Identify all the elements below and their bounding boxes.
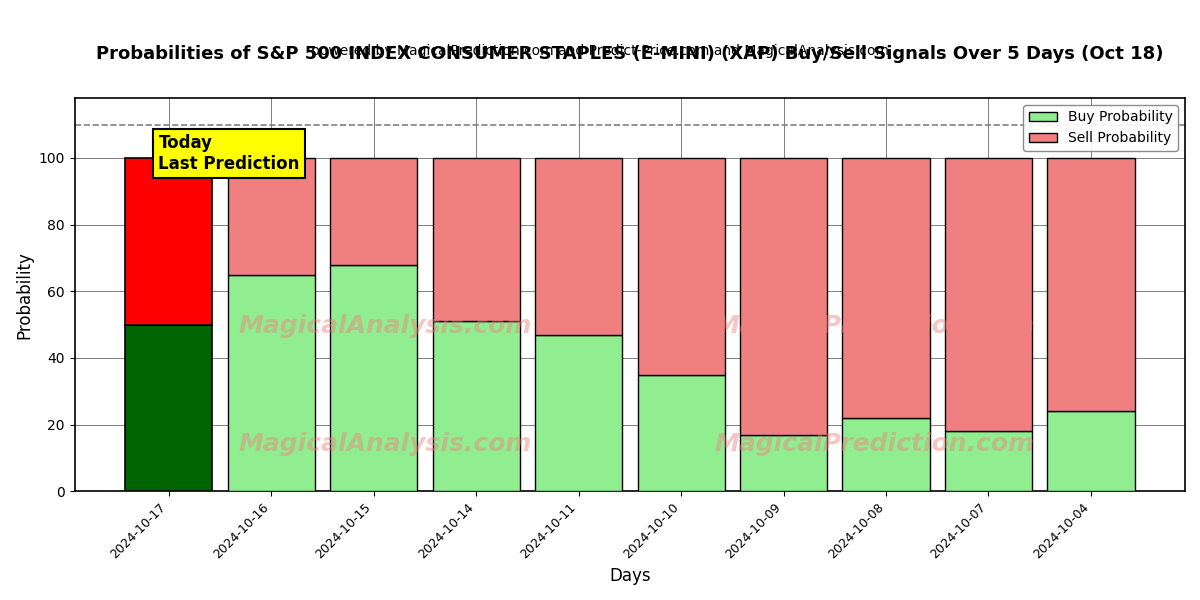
- Bar: [740, 434, 827, 491]
- Y-axis label: Probability: Probability: [16, 251, 34, 338]
- Text: powered by MagicalPrediction.com and Predict-Price.com and MagicalAnalysis.com: powered by MagicalPrediction.com and Pre…: [311, 44, 889, 58]
- Bar: [637, 158, 725, 374]
- Bar: [228, 275, 314, 491]
- Bar: [842, 158, 930, 418]
- Text: MagicalPrediction.com: MagicalPrediction.com: [714, 432, 1034, 456]
- Bar: [637, 374, 725, 491]
- Bar: [1048, 158, 1134, 411]
- Bar: [432, 321, 520, 491]
- Bar: [842, 418, 930, 491]
- Bar: [1048, 411, 1134, 491]
- Text: MagicalAnalysis.com: MagicalAnalysis.com: [239, 432, 533, 456]
- Bar: [125, 325, 212, 491]
- Bar: [740, 158, 827, 434]
- Bar: [125, 158, 212, 325]
- X-axis label: Days: Days: [610, 567, 650, 585]
- Title: Probabilities of S&P 500 INDEX CONSUMER STAPLES (E-MINI) (XAP) Buy/Sell Signals : Probabilities of S&P 500 INDEX CONSUMER …: [96, 45, 1164, 63]
- Legend: Buy Probability, Sell Probability: Buy Probability, Sell Probability: [1024, 105, 1178, 151]
- Bar: [944, 431, 1032, 491]
- Bar: [432, 158, 520, 321]
- Bar: [228, 158, 314, 275]
- Bar: [330, 265, 418, 491]
- Bar: [330, 158, 418, 265]
- Bar: [535, 158, 622, 335]
- Bar: [535, 335, 622, 491]
- Bar: [944, 158, 1032, 431]
- Text: MagicalPrediction.com: MagicalPrediction.com: [714, 314, 1034, 338]
- Text: MagicalAnalysis.com: MagicalAnalysis.com: [239, 314, 533, 338]
- Text: Today
Last Prediction: Today Last Prediction: [158, 134, 300, 173]
